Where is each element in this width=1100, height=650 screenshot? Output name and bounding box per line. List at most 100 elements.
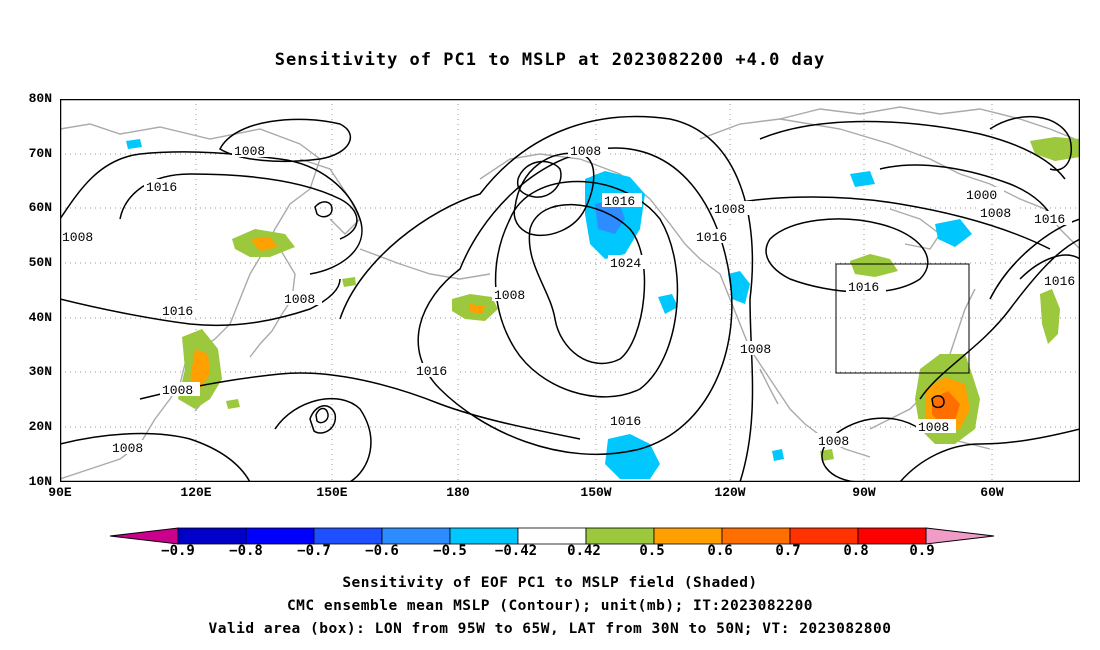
contour-label-1016-e: 1016 <box>696 230 727 245</box>
shade-positive-small2 <box>226 399 240 409</box>
contour-high-ring1 <box>494 180 679 398</box>
contour-label-1008-f: 1008 <box>570 144 601 159</box>
lat-label-40n: 40N <box>28 310 52 325</box>
contour-westpac-low <box>219 118 352 163</box>
colorbar-label-p05: 0.5 <box>639 543 665 559</box>
contour-north-high <box>989 116 1072 171</box>
coast-kamchatka <box>299 158 361 235</box>
contour-east-box <box>919 238 1080 400</box>
colorbar-segment <box>721 527 791 545</box>
lat-label-50n: 50N <box>28 255 52 270</box>
valid-area-box <box>835 263 970 374</box>
colorbar <box>109 527 995 545</box>
coast-arctic-isles <box>779 106 1021 120</box>
coast-asia <box>60 123 321 480</box>
contour-atlantic-high <box>821 417 921 482</box>
colorbar-arrow-right <box>925 527 995 545</box>
contour-label-1000: 1000 <box>966 188 997 203</box>
contour-label-1016-i: 1016 <box>1044 274 1075 289</box>
contour-label-1016-c: 1016 <box>416 364 447 379</box>
lon-label-150w: 150W <box>580 485 612 500</box>
colorbar-label-p042: 0.42 <box>567 543 601 559</box>
colorbar-segment <box>857 527 927 545</box>
contour-trop-1016 <box>139 372 581 440</box>
contour-label-1008-b: 1008 <box>62 230 93 245</box>
contour-small-low <box>309 405 337 434</box>
lon-label-180: 180 <box>446 485 470 500</box>
contour-arctic-outer <box>759 120 1066 180</box>
contour-label-1008-k: 1008 <box>818 434 849 449</box>
colorbar-label-p09: 0.9 <box>909 543 935 559</box>
contour-high-center <box>528 203 646 365</box>
contour-west-1008 <box>60 151 363 275</box>
colorbar-label-m05: −0.5 <box>433 543 467 559</box>
contour-label-1016-f: 1016 <box>610 414 641 429</box>
colorbar-arrow-left <box>109 527 179 545</box>
shade-negative-small1 <box>126 139 142 149</box>
contour-label-1008-a: 1008 <box>234 144 265 159</box>
coast-japan <box>249 248 296 358</box>
contour-label-1008-e: 1008 <box>112 441 143 456</box>
lat-label-60n: 60N <box>28 200 52 215</box>
colorbar-label-p06: 0.6 <box>707 543 733 559</box>
lat-label-20n: 20N <box>28 419 52 434</box>
contour-arctic-1000 <box>879 164 1056 225</box>
lon-label-60w: 60W <box>980 485 1004 500</box>
shade-negative-tropic <box>605 434 660 479</box>
shade-positive-atlantic-east <box>1040 289 1060 344</box>
contour-small-ring <box>314 201 333 218</box>
shade-positive-greenland <box>1030 137 1080 161</box>
colorbar-label-m06: −0.6 <box>365 543 399 559</box>
lon-label-90e: 90E <box>48 485 72 500</box>
colorbar-segment <box>449 527 519 545</box>
contour-label-1008-c: 1008 <box>284 292 315 307</box>
shade-positive-taiwan-core <box>190 349 210 389</box>
contour-label-1008-i: 1008 <box>714 202 745 217</box>
mslp-contours <box>60 115 1080 482</box>
lat-label-30n: 30N <box>28 364 52 379</box>
contour-label-1016-a: 1016 <box>146 180 177 195</box>
coast-greenland <box>1019 118 1076 140</box>
coast-canada <box>699 118 1080 250</box>
lat-label-70n: 70N <box>28 146 52 161</box>
colorbar-segment <box>653 527 723 545</box>
contour-westpac-1008 <box>60 278 341 327</box>
shade-negative-west <box>728 271 750 304</box>
contour-label-1016-b: 1016 <box>162 304 193 319</box>
colorbar-segment <box>313 527 383 545</box>
contour-canada-1008 <box>709 196 1051 250</box>
contour-aleutian-low-inner <box>516 160 562 198</box>
contour-labels: 1008 1016 1008 1016 1008 1008 1008 1016 … <box>60 143 1080 456</box>
lon-label-120w: 120W <box>714 485 746 500</box>
shade-positive-small3 <box>820 449 834 461</box>
chart-title: Sensitivity of PC1 to MSLP at 2023082200… <box>274 50 826 70</box>
colorbar-segment <box>381 527 451 545</box>
shade-positive-small <box>342 277 356 287</box>
contour-small-low-inner <box>315 407 329 424</box>
shade-negative-small2 <box>772 449 784 461</box>
map-panel: 1008 1016 1008 1016 1008 1008 1008 1016 … <box>60 99 1080 482</box>
contour-trop-1008 <box>60 432 251 482</box>
colorbar-label-p07: 0.7 <box>775 543 801 559</box>
contour-label-1008-j: 1008 <box>740 342 771 357</box>
colorbar-segment <box>789 527 859 545</box>
contour-east-1016b <box>1019 254 1080 280</box>
contour-aleutian-low <box>513 152 595 236</box>
contour-label-1016-h: 1016 <box>1034 212 1065 227</box>
colorbar-label-m08: −0.8 <box>229 543 263 559</box>
map-canvas: 1008 1016 1008 1016 1008 1008 1008 1016 … <box>60 99 1080 482</box>
colorbar-label-m09: −0.9 <box>161 543 195 559</box>
contour-label-1008-g: 1008 <box>494 288 525 303</box>
map-border <box>60 99 1080 482</box>
lon-label-150e: 150E <box>316 485 348 500</box>
colorbar-segment <box>245 527 315 545</box>
shade-negative-gulf <box>658 294 678 314</box>
sensitivity-shading <box>126 137 1080 479</box>
colorbar-segment <box>585 527 655 545</box>
caption-line-3: Valid area (box): LON from 95W to 65W, L… <box>208 621 892 637</box>
colorbar-segment <box>517 527 587 545</box>
lon-label-120e: 120E <box>180 485 212 500</box>
shade-negative-arctic <box>850 171 875 187</box>
caption-line-2: CMC ensemble mean MSLP (Contour); unit(m… <box>286 598 814 614</box>
contour-label-1016-g: 1016 <box>848 280 879 295</box>
